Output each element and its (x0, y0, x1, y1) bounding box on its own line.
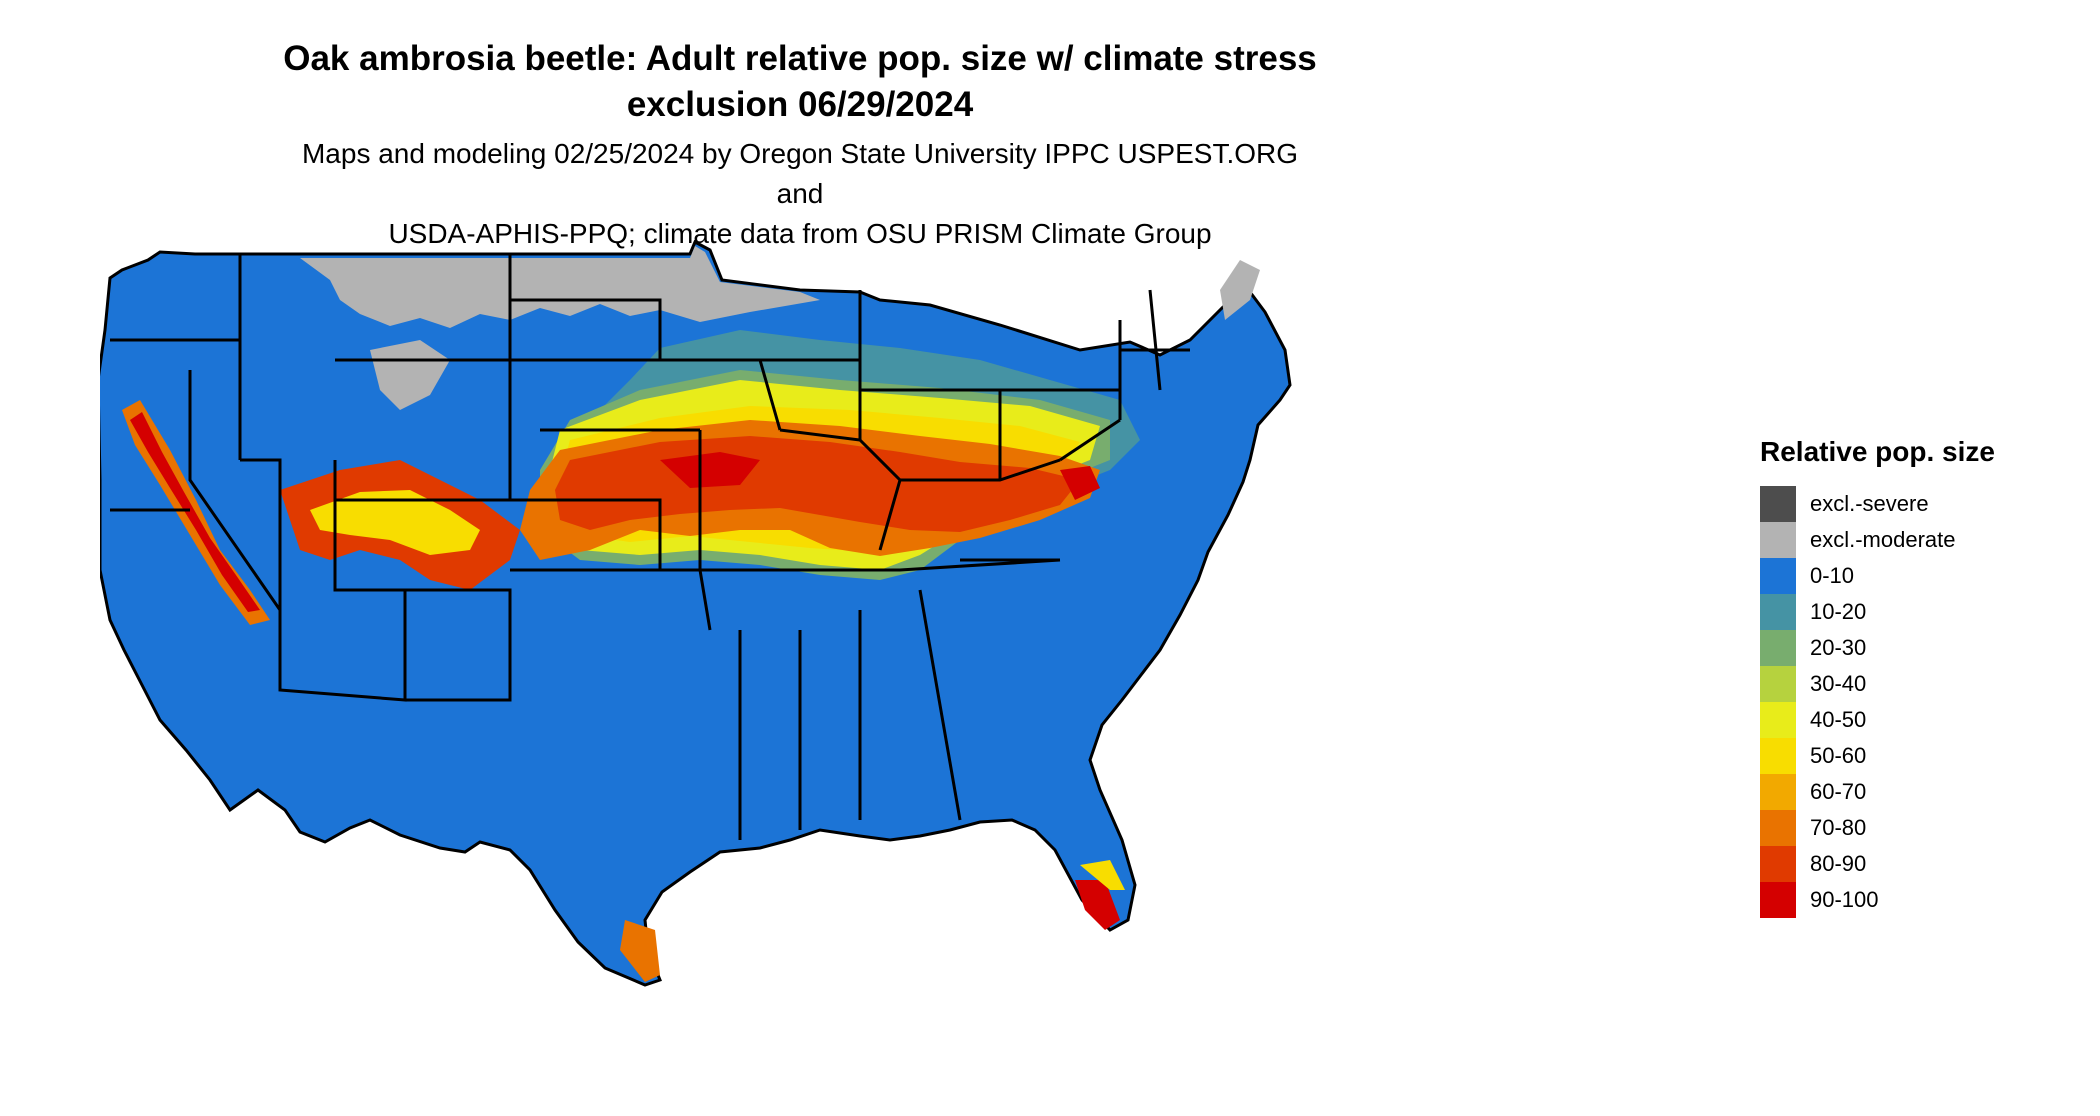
legend-swatch (1760, 738, 1796, 774)
legend-item: 70-80 (1760, 810, 1995, 846)
legend-label: 80-90 (1810, 851, 1867, 876)
subtitle-line-1: Maps and modeling 02/25/2024 by Oregon S… (301, 138, 1299, 209)
florida-south-yellow (1080, 860, 1125, 890)
subtitle-line-2: USDA-APHIS-PPQ; climate data from OSU PR… (388, 218, 1212, 249)
state-boundaries (110, 254, 1190, 840)
legend-swatch (1760, 630, 1796, 666)
legend-swatch (1760, 774, 1796, 810)
legend-swatch (1760, 486, 1796, 522)
excl-moderate-maine (1220, 260, 1260, 320)
excl-moderate-wyoming (370, 340, 450, 410)
title-line-2: exclusion 06/29/2024 (626, 85, 974, 124)
legend-label: 60-70 (1810, 779, 1867, 804)
legend-item: 10-20 (1760, 594, 1995, 630)
legend-rows: excl.-severe excl.-moderate 0-10 10-20 20-30… (1760, 486, 1995, 918)
legend-swatch (1760, 594, 1796, 630)
legend-label: excl.-moderate (1810, 527, 1956, 552)
legend-item: excl.-moderate (1760, 522, 1995, 558)
band-90-100-east (1060, 466, 1100, 500)
west-coast-red (130, 412, 260, 612)
legend-label: 20-30 (1810, 635, 1867, 660)
legend-item: 0-10 (1760, 558, 1995, 594)
title-line-1: Oak ambrosia beetle: Adult relative pop.… (283, 39, 1317, 78)
legend-item: 80-90 (1760, 846, 1995, 882)
texas-gulf-zone (620, 920, 660, 982)
legend-swatch (1760, 558, 1796, 594)
map-legend: Relative pop. size excl.-severe excl.-mod… (1760, 436, 1995, 918)
legend-label: 10-20 (1810, 599, 1867, 624)
legend-item: excl.-severe (1760, 486, 1995, 522)
legend-swatch (1760, 810, 1796, 846)
map-subtitle: Maps and modeling 02/25/2024 by Oregon S… (280, 134, 1320, 254)
legend-item: 50-60 (1760, 738, 1995, 774)
legend-item: 30-40 (1760, 666, 1995, 702)
legend-label: 0-10 (1810, 563, 1855, 588)
legend-label: excl.-severe (1810, 491, 1929, 516)
legend-swatch (1760, 882, 1796, 918)
excl-moderate-northern-plains (300, 246, 820, 328)
map-title: Oak ambrosia beetle: Adult relative pop.… (280, 36, 1320, 128)
legend-swatch (1760, 522, 1796, 558)
legend-item: 20-30 (1760, 630, 1995, 666)
florida-south-zone (1075, 880, 1120, 930)
legend-swatch (1760, 846, 1796, 882)
legend-label: 30-40 (1810, 671, 1867, 696)
legend-swatch (1760, 702, 1796, 738)
band-90-100-central (660, 452, 760, 488)
legend-label: 40-50 (1810, 707, 1867, 732)
southwest-yellow (310, 490, 480, 555)
legend-swatch (1760, 666, 1796, 702)
us-map (100, 239, 1292, 987)
legend-item: 60-70 (1760, 774, 1995, 810)
legend-label: 50-60 (1810, 743, 1867, 768)
legend-item: 40-50 (1760, 702, 1995, 738)
legend-item: 90-100 (1760, 882, 1995, 918)
legend-label: 90-100 (1810, 887, 1879, 912)
legend-label: 70-80 (1810, 815, 1867, 840)
legend-title: Relative pop. size (1760, 436, 1995, 467)
